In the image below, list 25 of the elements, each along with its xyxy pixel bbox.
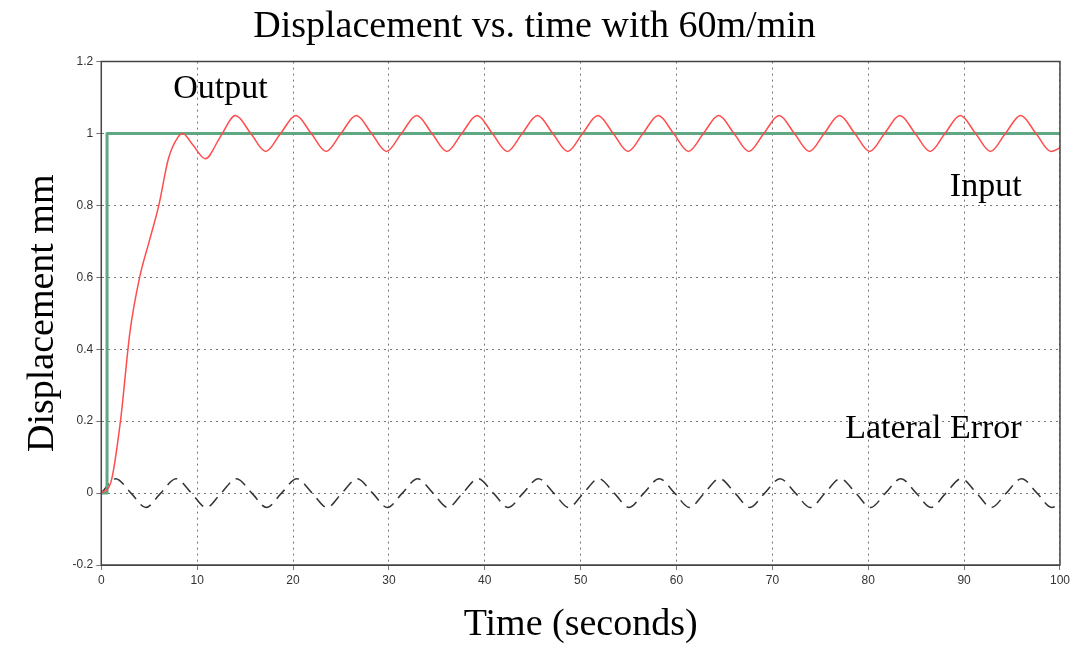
y-tick-label: 0.4	[76, 341, 94, 356]
y-tick-label: -0.2	[72, 557, 94, 572]
x-tick-label: 10	[190, 572, 205, 587]
y-tick-label: 0.6	[76, 269, 94, 284]
x-tick-label: 50	[573, 572, 588, 587]
x-tick-label: 30	[382, 572, 396, 587]
chart-title: Displacement vs. time with 60m/min	[253, 2, 816, 45]
y-tick-label: 0.8	[76, 197, 94, 212]
y-tick-label: 0.2	[76, 413, 94, 428]
x-tick-label: 70	[765, 572, 780, 587]
x-tick-label: 60	[669, 572, 684, 587]
series-label: Lateral Error	[845, 408, 1023, 445]
y-tick-label: 1.2	[76, 53, 94, 68]
x-tick-label: 20	[286, 572, 301, 587]
x-tick-label: 0	[97, 572, 105, 587]
y-axis-title: Displacement mm	[18, 174, 61, 453]
y-tick-label: 0	[86, 485, 94, 500]
series-label: Input	[949, 166, 1023, 204]
x-tick-label: 40	[478, 572, 492, 587]
y-tick-label: 1	[86, 125, 94, 140]
series-label: Output	[173, 68, 269, 106]
x-axis-title: Time (seconds)	[463, 601, 698, 645]
x-tick-label: 100	[1049, 572, 1071, 587]
x-tick-label: 90	[957, 572, 972, 587]
x-tick-label: 80	[861, 572, 876, 587]
